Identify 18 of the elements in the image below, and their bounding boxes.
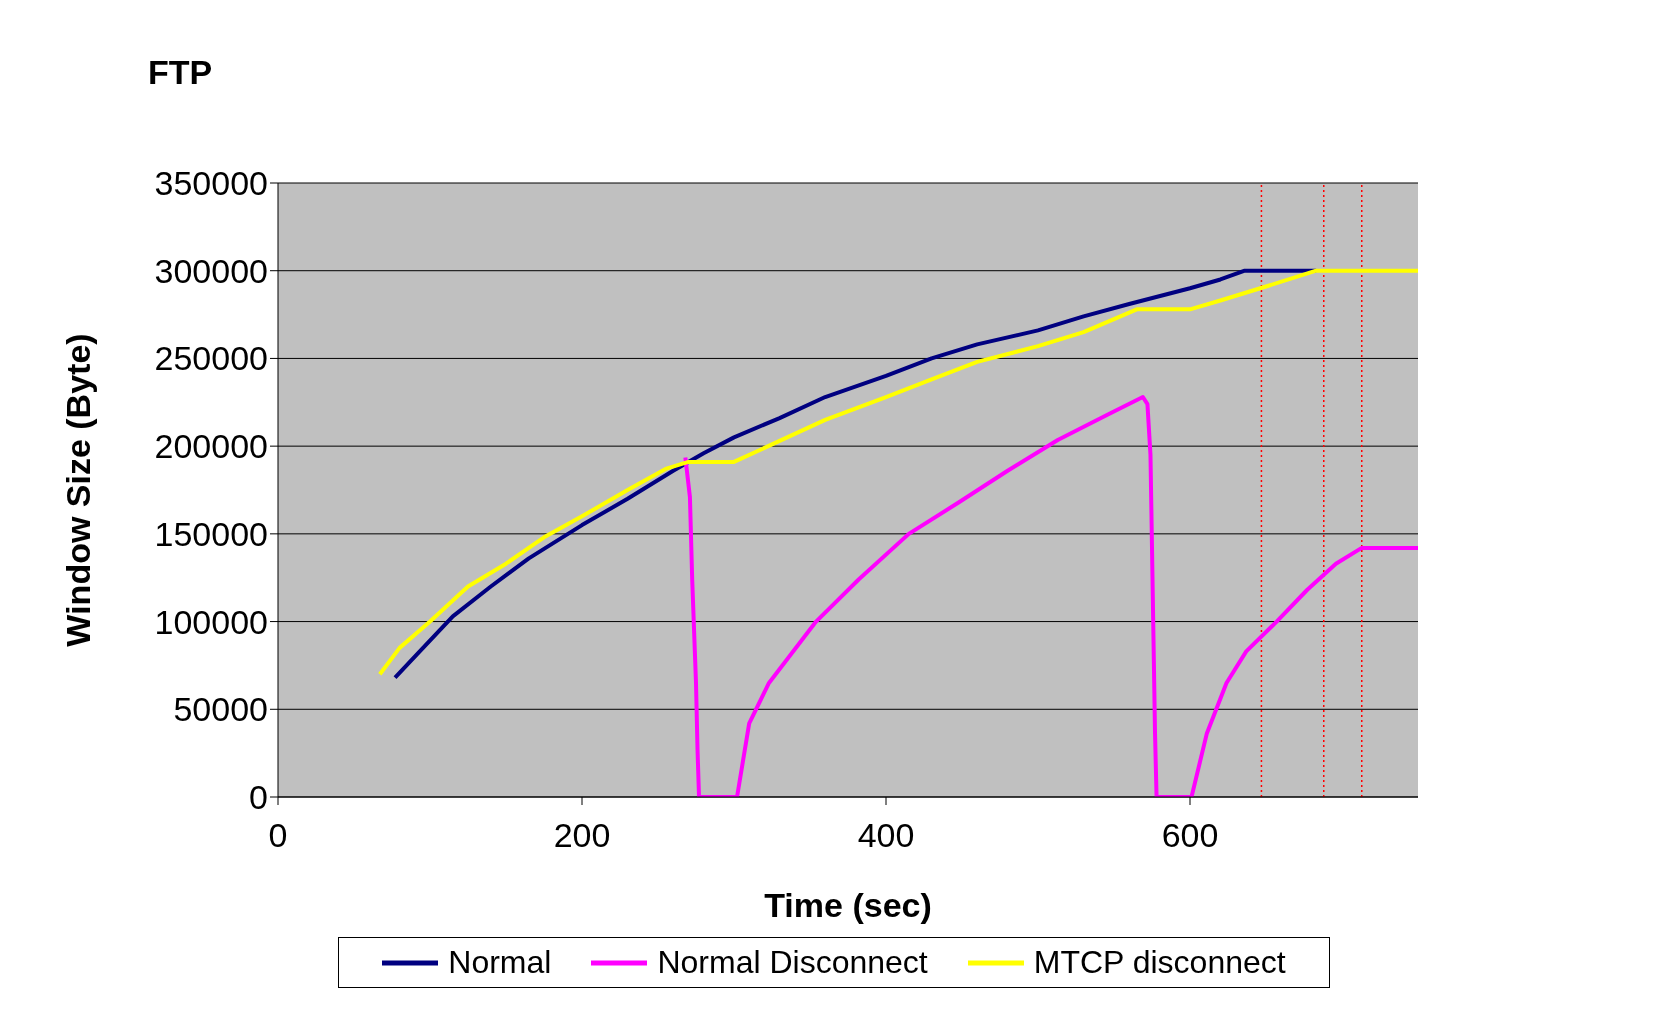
y-tick-label: 350000	[154, 164, 268, 203]
y-tick-label: 0	[249, 778, 268, 817]
x-tick-label: 600	[1161, 816, 1219, 855]
y-tick-label: 200000	[154, 427, 268, 466]
x-tick-label: 400	[857, 816, 915, 855]
legend-label: Normal Disconnect	[657, 944, 928, 981]
y-tick-label: 100000	[154, 602, 268, 641]
y-tick-label: 250000	[154, 339, 268, 378]
y-tick-label: 300000	[154, 251, 268, 290]
chart-title: FTP	[148, 53, 213, 92]
legend-label: Normal	[448, 944, 552, 981]
x-tick-label: 200	[553, 816, 611, 855]
y-tick-label: 150000	[154, 514, 268, 553]
legend-label: MTCP disconnect	[1033, 944, 1286, 981]
y-axis-title: Window Size (Byte)	[59, 333, 98, 647]
y-tick-label: 50000	[173, 690, 268, 729]
line-series	[683, 395, 1418, 797]
x-axis-title: Time (sec)	[764, 886, 932, 924]
